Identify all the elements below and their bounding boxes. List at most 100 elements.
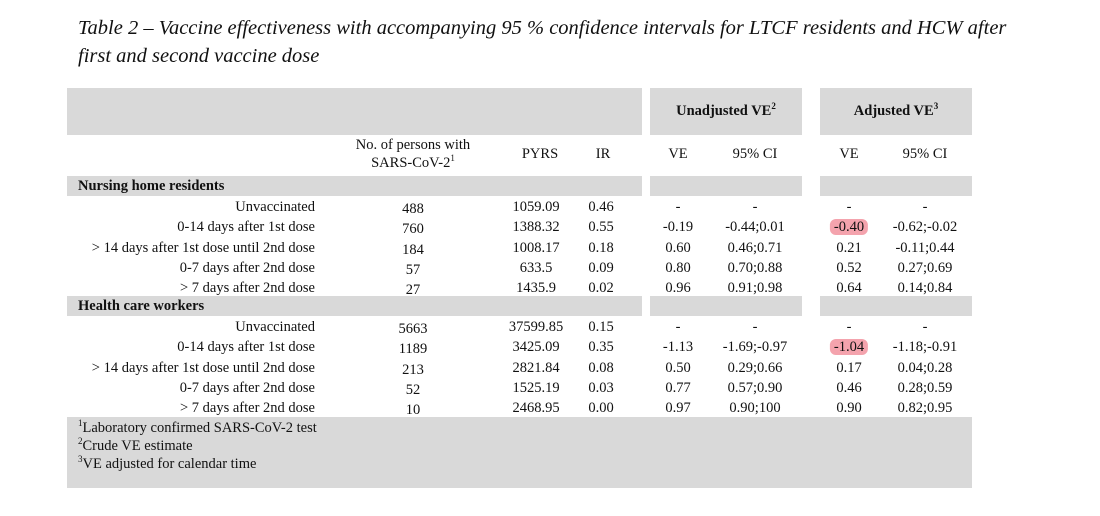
cell-ci: 0.57;0.90 (727, 379, 783, 396)
cell-n: 760 (402, 221, 424, 238)
cell-ci: - (752, 199, 758, 215)
header-band (67, 88, 642, 135)
table-title: Table 2 – Vaccine effectiveness with acc… (78, 17, 1007, 67)
cell-pyrs: 2821.84 (512, 359, 560, 376)
cell-pyrs: 37599.85 (508, 319, 564, 335)
cell-ci: 0.70;0.88 (727, 259, 783, 276)
cell-ci: -1.69;-0.97 (722, 339, 788, 356)
cell-pyrs: 1435.9 (516, 280, 556, 297)
pyrs-header: PYRS (521, 146, 559, 162)
cell-aci: 0.82;0.95 (897, 400, 953, 417)
row-label: > 7 days after 2nd dose (179, 280, 315, 297)
cell-n: 213 (402, 361, 424, 378)
cell-ave: - (846, 199, 852, 215)
cell-ve: -0.19 (662, 219, 694, 236)
cell-ave: 0.64 (836, 280, 862, 297)
adjusted-header-band (820, 88, 972, 135)
cell-aci: -1.18;-0.91 (892, 339, 958, 356)
section-band (820, 176, 972, 196)
cell-ave: - (846, 319, 852, 335)
cell-n: 27 (405, 282, 421, 299)
cell-ir: 0.02 (588, 280, 614, 297)
cell-ir: 0.15 (588, 319, 614, 335)
ci-header: 95% CI (732, 146, 778, 162)
row-label: Unvaccinated (235, 199, 315, 215)
cell-n: 52 (405, 381, 421, 398)
section-band (67, 176, 642, 196)
cell-aci: 0.27;0.69 (897, 259, 953, 276)
cell-ci: 0.90;100 (729, 400, 781, 417)
cell-ci: 0.29;0.66 (727, 359, 783, 376)
cell-n: 1189 (398, 341, 428, 358)
footnotes-band (67, 417, 972, 488)
cell-ir: 0.08 (588, 359, 614, 376)
unadjusted-ve-header: Unadjusted VE2 (676, 101, 776, 119)
section-band (650, 176, 802, 196)
cell-ave: 0.46 (836, 379, 862, 396)
cell-aci: -0.62;-0.02 (892, 219, 958, 236)
adj-ve-header: VE (839, 146, 859, 162)
section-band (650, 296, 802, 316)
footnote: 3VE adjusted for calendar time (78, 454, 257, 472)
cell-pyrs: 1525.19 (512, 379, 560, 396)
cell-pyrs: 2468.95 (512, 400, 560, 417)
cell-aci: 0.04;0.28 (897, 359, 953, 376)
cell-ir: 0.03 (588, 379, 614, 396)
cell-ir: 0.00 (588, 400, 614, 417)
cell-ir: 0.09 (588, 259, 614, 276)
cell-ve: -1.13 (662, 339, 694, 356)
cell-ci: - (752, 319, 758, 335)
highlighted-value: -0.40 (829, 219, 869, 236)
ir-header: IR (595, 146, 611, 162)
cell-n: 57 (405, 261, 421, 278)
row-label: 0-7 days after 2nd dose (179, 379, 315, 396)
cell-aci: - (922, 319, 928, 335)
cell-ve: - (675, 199, 681, 215)
cell-pyrs: 3425.09 (512, 339, 560, 356)
unadjusted-header-band (650, 88, 802, 135)
cell-ir: 0.18 (588, 239, 614, 256)
cell-ave: 0.90 (836, 400, 862, 417)
footnote: 1Laboratory confirmed SARS-CoV-2 test (78, 418, 317, 436)
row-label: > 14 days after 1st dose until 2nd dose (91, 359, 315, 376)
row-label: Unvaccinated (235, 319, 315, 335)
cell-ave: 0.21 (836, 239, 862, 256)
row-label: 0-14 days after 1st dose (177, 339, 315, 356)
cell-ve: 0.80 (665, 259, 691, 276)
section-heading: Health care workers (78, 298, 205, 314)
cell-ave: -0.40 (829, 218, 869, 236)
cell-ci: -0.44;0.01 (725, 219, 785, 236)
section-band (820, 296, 972, 316)
cell-pyrs: 633.5 (519, 259, 553, 276)
cell-ave: 0.52 (836, 259, 862, 276)
cell-ir: 0.46 (588, 199, 614, 215)
cell-ci: 0.46;0.71 (727, 239, 783, 256)
cell-ve: 0.96 (665, 280, 691, 297)
persons-header: No. of persons with SARS-CoV-21 (355, 137, 471, 171)
cell-n: 488 (402, 201, 424, 217)
cell-pyrs: 1008.17 (512, 239, 560, 256)
section-heading: Nursing home residents (78, 178, 225, 194)
cell-ve: 0.77 (665, 379, 691, 396)
highlighted-value: -1.04 (829, 339, 869, 356)
cell-ir: 0.35 (588, 339, 614, 356)
section-band (67, 296, 642, 316)
cell-aci: -0.11;0.44 (895, 239, 955, 256)
cell-aci: 0.14;0.84 (897, 280, 953, 297)
cell-aci: 0.28;0.59 (897, 379, 953, 396)
row-label: 0-7 days after 2nd dose (179, 259, 315, 276)
row-label: > 14 days after 1st dose until 2nd dose (91, 239, 315, 256)
cell-n: 184 (402, 241, 424, 258)
cell-ve: 0.50 (665, 359, 691, 376)
cell-ir: 0.55 (588, 219, 614, 236)
cell-ci: 0.91;0.98 (727, 280, 783, 297)
cell-ave: 0.17 (836, 359, 862, 376)
cell-n: 10 (405, 402, 421, 419)
cell-n: 5663 (398, 321, 428, 337)
cell-aci: - (922, 199, 928, 215)
ve-header: VE (668, 146, 688, 162)
adjusted-ve-header: Adjusted VE3 (853, 101, 939, 119)
footnote: 2Crude VE estimate (78, 436, 193, 454)
row-label: 0-14 days after 1st dose (177, 219, 315, 236)
